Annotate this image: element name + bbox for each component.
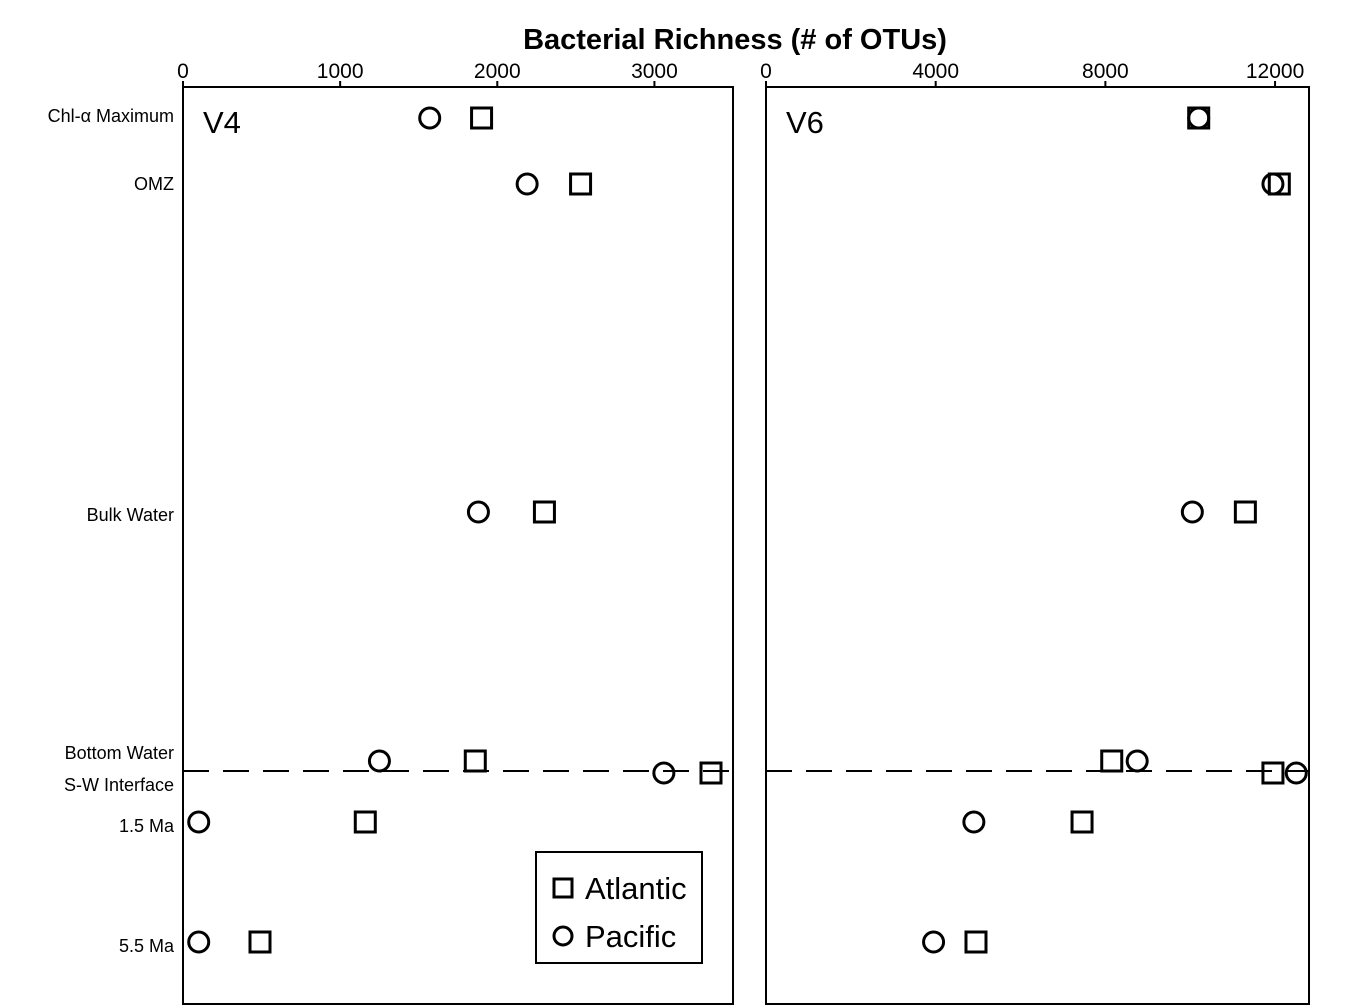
atlantic-point bbox=[463, 749, 487, 773]
x-tick-label: 0 bbox=[177, 60, 189, 83]
y-category-label: Bottom Water bbox=[65, 743, 174, 763]
pacific-point bbox=[1284, 761, 1308, 785]
chart-title: Bacterial Richness (# of OTUs) bbox=[523, 24, 947, 56]
pacific-point bbox=[466, 500, 490, 524]
x-tick-label: 2000 bbox=[474, 60, 521, 83]
pacific-point bbox=[1261, 172, 1285, 196]
y-category-label: 1.5 Ma bbox=[119, 816, 175, 836]
pacific-point bbox=[367, 749, 391, 773]
x-tick-label: 0 bbox=[760, 60, 772, 83]
panel-label: V6 bbox=[786, 105, 824, 140]
atlantic-point bbox=[470, 106, 494, 130]
y-category-label: OMZ bbox=[134, 174, 174, 194]
atlantic-point bbox=[964, 930, 988, 954]
y-category-label: Chl-α Maximum bbox=[48, 106, 174, 126]
x-tick-label: 1000 bbox=[317, 60, 364, 83]
legend-circle-icon bbox=[552, 925, 574, 947]
pacific-point bbox=[187, 930, 211, 954]
atlantic-point bbox=[1261, 761, 1285, 785]
atlantic-point bbox=[1070, 810, 1094, 834]
pacific-point bbox=[1125, 749, 1149, 773]
pacific-point bbox=[1180, 500, 1204, 524]
atlantic-point bbox=[532, 500, 556, 524]
atlantic-point bbox=[1233, 500, 1257, 524]
pacific-point bbox=[1187, 106, 1211, 130]
panel-v4: 0 1000 2000 3000 V4 bbox=[177, 60, 734, 1005]
pacific-point bbox=[515, 172, 539, 196]
legend-square-icon bbox=[552, 877, 574, 899]
x-tick-label: 3000 bbox=[631, 60, 678, 83]
legend-label: Pacific bbox=[585, 919, 676, 954]
panel-frame bbox=[182, 86, 734, 1005]
atlantic-point bbox=[353, 810, 377, 834]
pacific-point bbox=[962, 810, 986, 834]
pacific-point bbox=[187, 810, 211, 834]
y-category-label: 5.5 Ma bbox=[119, 936, 175, 956]
legend-label: Atlantic bbox=[585, 871, 687, 906]
atlantic-point bbox=[1267, 172, 1291, 196]
atlantic-point bbox=[699, 761, 723, 785]
panel-frame bbox=[765, 86, 1310, 1005]
atlantic-point bbox=[569, 172, 593, 196]
x-tick-label: 12000 bbox=[1246, 60, 1304, 83]
x-tick-label: 4000 bbox=[912, 60, 959, 83]
pacific-point bbox=[418, 106, 442, 130]
x-tick-label: 8000 bbox=[1082, 60, 1129, 83]
atlantic-point bbox=[248, 930, 272, 954]
y-category-labels: Chl-α Maximum OMZ Bulk Water Bottom Water S-… bbox=[48, 106, 175, 956]
panel-v6: 0 4000 8000 12000 V6 bbox=[760, 60, 1310, 1005]
panel-label: V4 bbox=[203, 105, 241, 140]
legend: Atlantic Pacific bbox=[535, 851, 703, 964]
y-category-label: S-W Interface bbox=[64, 775, 174, 795]
atlantic-point bbox=[1100, 749, 1124, 773]
pacific-point bbox=[922, 930, 946, 954]
pacific-point bbox=[652, 761, 676, 785]
panels: 0 1000 2000 3000 V4 0 4000 8000 12000 V6 bbox=[177, 60, 1310, 1005]
y-category-label: Bulk Water bbox=[87, 505, 174, 525]
